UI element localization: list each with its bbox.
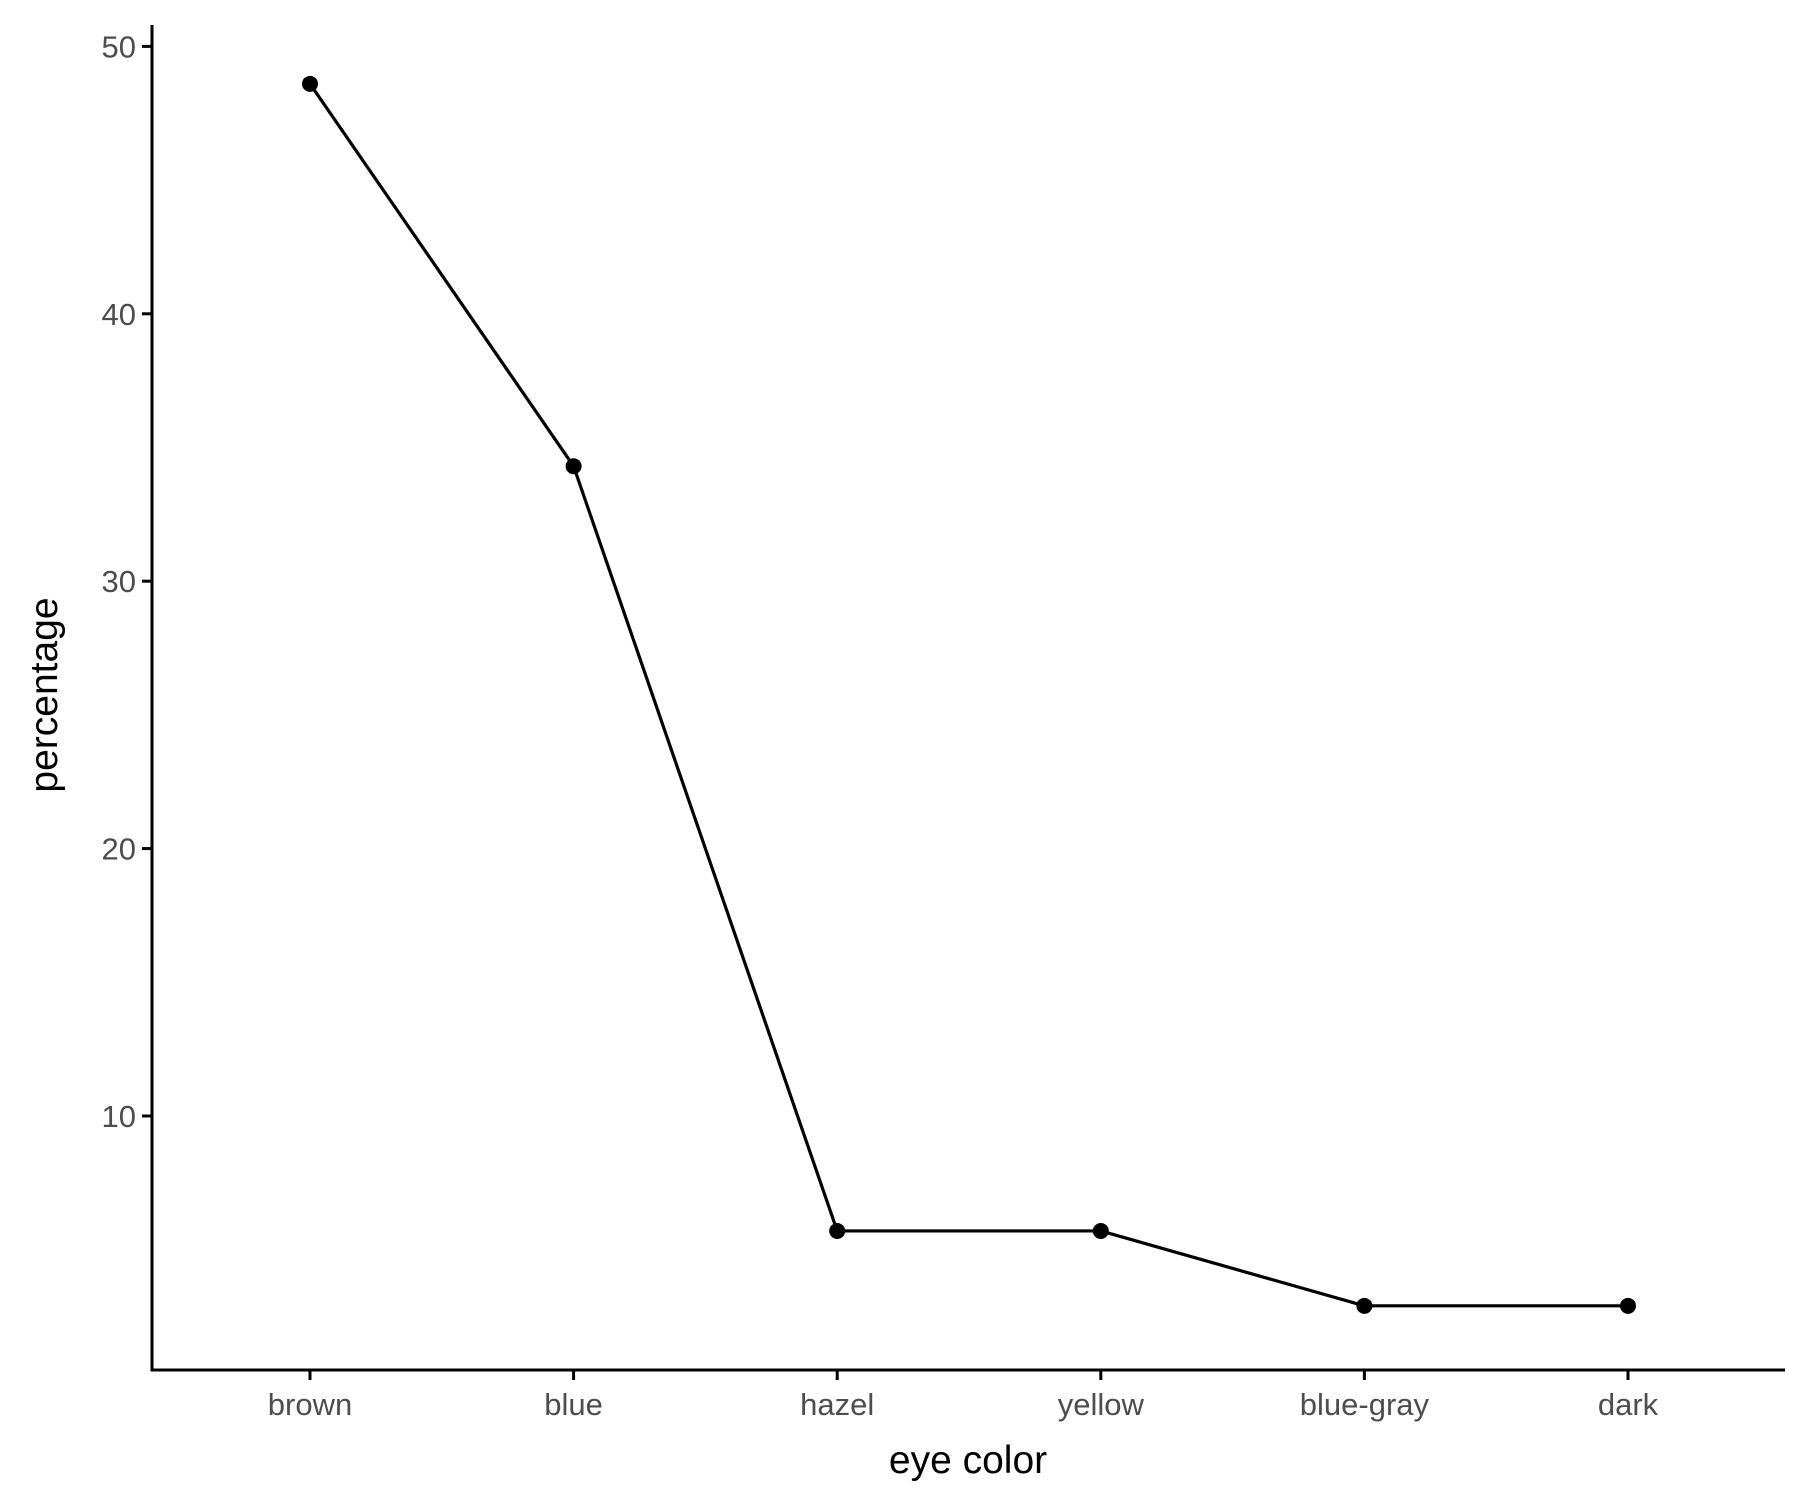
y-tick-label: 20 — [102, 832, 136, 867]
y-tick-label: 10 — [102, 1099, 136, 1134]
x-tick-label: dark — [1598, 1387, 1659, 1422]
data-point — [1620, 1297, 1636, 1314]
y-axis-title: percentage — [23, 597, 66, 792]
y-tick-label: 50 — [102, 29, 136, 64]
data-point — [302, 75, 318, 92]
y-tick-label: 30 — [102, 564, 136, 599]
x-axis-title: eye color — [889, 1439, 1047, 1482]
x-tick-label: brown — [268, 1387, 352, 1422]
x-tick-label: blue — [544, 1387, 603, 1422]
data-point — [1092, 1222, 1109, 1239]
series-line — [308, 82, 1628, 1308]
data-point — [829, 1222, 846, 1239]
data-point — [1356, 1297, 1373, 1314]
plot-area: 10 20 30 40 50 brown blue hazel yellow blue-gray d… — [102, 25, 1785, 1422]
x-tick-label: yellow — [1058, 1387, 1145, 1422]
data-point — [565, 458, 582, 475]
y-tick-label: 40 — [102, 297, 136, 332]
x-tick-label: blue-gray — [1300, 1387, 1430, 1422]
x-tick-label: hazel — [800, 1387, 874, 1422]
